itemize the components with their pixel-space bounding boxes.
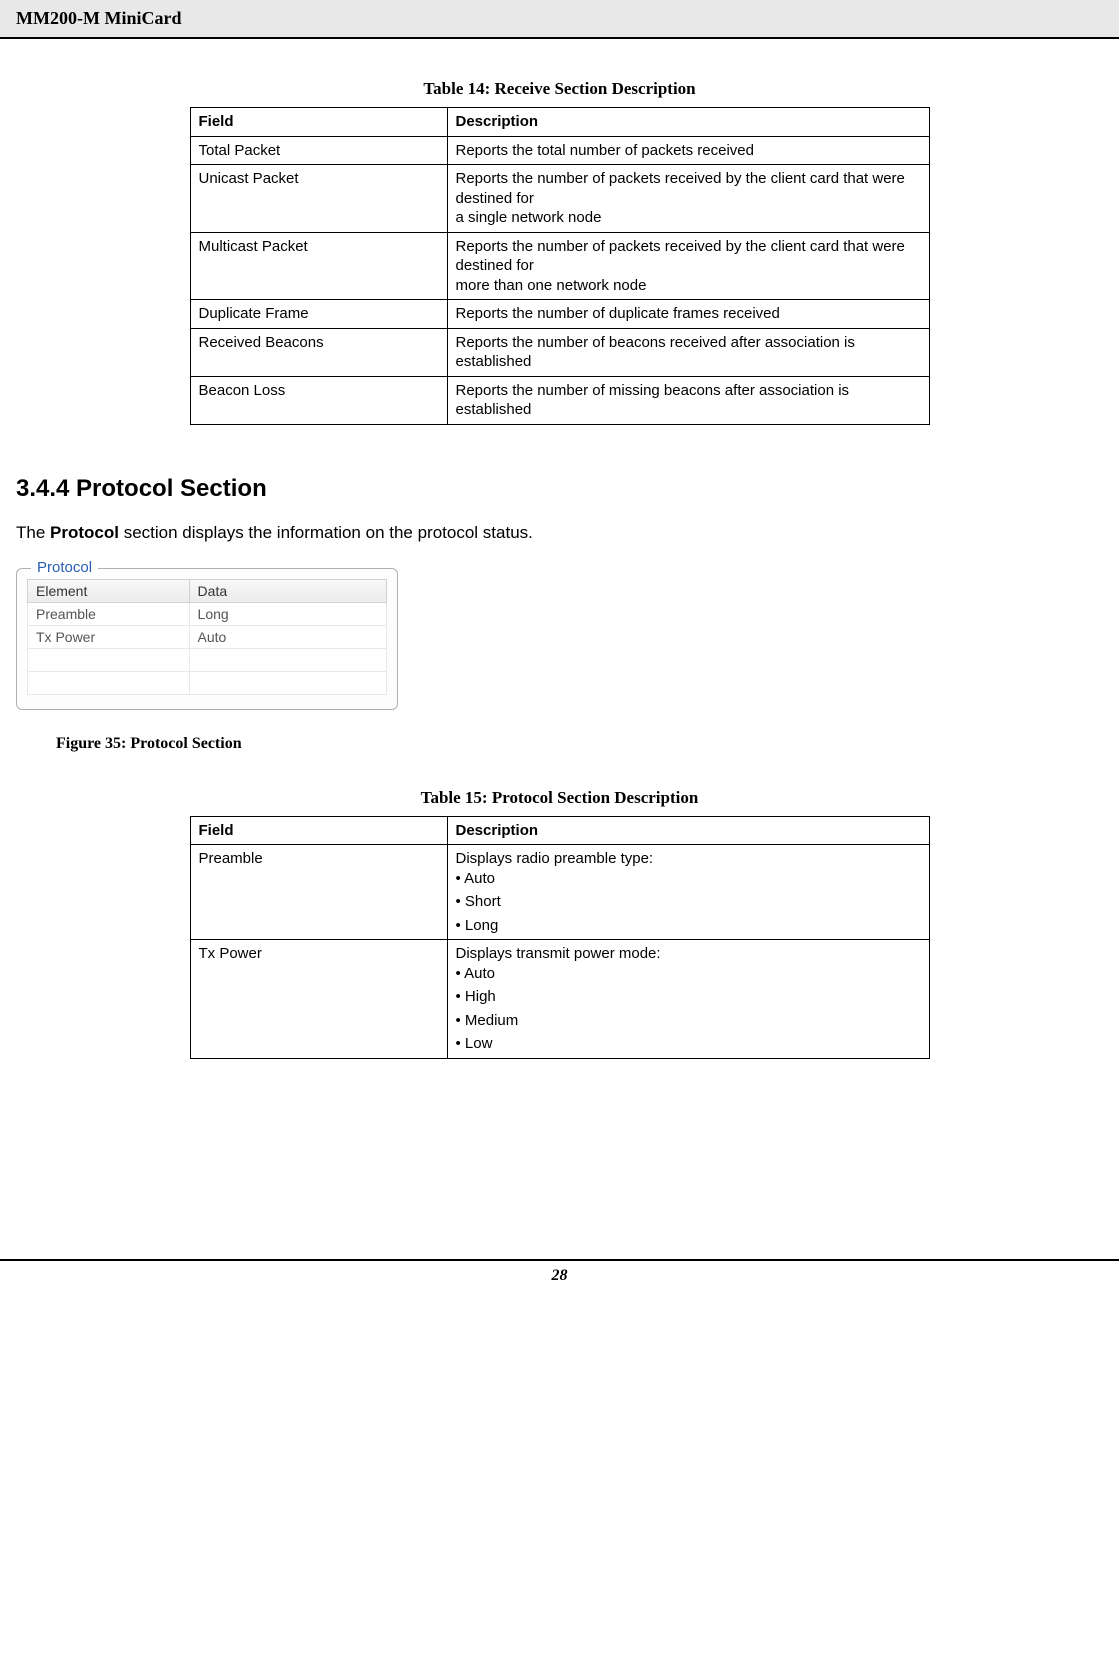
table-row: Beacon Loss Reports the number of missin… (190, 376, 929, 424)
bullet-text: Auto (464, 870, 495, 887)
cell-desc: Reports the number of packets received b… (447, 165, 929, 233)
cell-field: Total Packet (190, 136, 447, 165)
cell-field: Received Beacons (190, 328, 447, 376)
section-text: The Protocol section displays the inform… (16, 523, 1103, 543)
cell-desc: Reports the number of missing beacons af… (447, 376, 929, 424)
bullet: • Auto (456, 869, 921, 889)
protocol-col-element: Element (28, 579, 190, 602)
cell-desc: Reports the number of packets received b… (447, 232, 929, 300)
bullet-text: Medium (465, 1012, 518, 1029)
table15-header-row: Field Description (190, 816, 929, 845)
cell-desc: Displays radio preamble type: • Auto • S… (447, 845, 929, 940)
protocol-panel: Protocol Element Data Preamble Long Tx P… (16, 568, 398, 710)
table14-col-desc: Description (447, 108, 929, 137)
protocol-panel-title: Protocol (31, 559, 98, 576)
cell-field: Unicast Packet (190, 165, 447, 233)
table-row: Total Packet Reports the total number of… (190, 136, 929, 165)
bullet: • Short (456, 892, 921, 912)
cell-element: Tx Power (28, 625, 190, 648)
bullet-text: High (465, 988, 496, 1005)
section-text-bold: Protocol (50, 523, 119, 542)
cell-element: Preamble (28, 602, 190, 625)
desc-intro: Displays radio preamble type: (456, 849, 921, 869)
cell-field: Beacon Loss (190, 376, 447, 424)
cell-desc: Reports the number of duplicate frames r… (447, 300, 929, 329)
table-row: Preamble Displays radio preamble type: •… (190, 845, 929, 940)
cell-desc: Reports the number of beacons received a… (447, 328, 929, 376)
bullet: • Low (456, 1034, 921, 1054)
table-row: Preamble Long (28, 602, 387, 625)
table14-header-row: Field Description (190, 108, 929, 137)
cell-desc: Displays transmit power mode: • Auto • H… (447, 940, 929, 1059)
table15-col-field: Field (190, 816, 447, 845)
table14: Field Description Total Packet Reports t… (190, 107, 930, 425)
bullet: • Medium (456, 1011, 921, 1031)
page-content: Table 14: Receive Section Description Fi… (0, 39, 1119, 1059)
cell-field: Tx Power (190, 940, 447, 1059)
cell-element (28, 671, 190, 694)
bullet: • High (456, 987, 921, 1007)
table15-col-desc: Description (447, 816, 929, 845)
bullet-text: Auto (464, 965, 495, 982)
table-row (28, 648, 387, 671)
bullet: • Auto (456, 964, 921, 984)
bullet-text: Low (465, 1035, 493, 1052)
protocol-col-data: Data (189, 579, 386, 602)
figure35-caption: Figure 35: Protocol Section (56, 735, 1103, 753)
protocol-table: Element Data Preamble Long Tx Power Auto (27, 579, 387, 695)
table-row: Tx Power Auto (28, 625, 387, 648)
table15: Field Description Preamble Displays radi… (190, 816, 930, 1059)
bullet: • Long (456, 916, 921, 936)
table-row (28, 671, 387, 694)
table-row: Tx Power Displays transmit power mode: •… (190, 940, 929, 1059)
bullet-text: Short (465, 893, 501, 910)
header-title: MM200-M MiniCard (16, 8, 181, 28)
page-header: MM200-M MiniCard (0, 0, 1119, 39)
cell-field: Preamble (190, 845, 447, 940)
table14-col-field: Field (190, 108, 447, 137)
page-number: 28 (552, 1267, 568, 1284)
table15-caption: Table 15: Protocol Section Description (16, 788, 1103, 808)
cell-data (189, 648, 386, 671)
page-footer: 28 (0, 1259, 1119, 1291)
section-heading: 3.4.4 Protocol Section (16, 475, 1103, 503)
table-row: Duplicate Frame Reports the number of du… (190, 300, 929, 329)
cell-data: Long (189, 602, 386, 625)
protocol-header-row: Element Data (28, 579, 387, 602)
table14-caption: Table 14: Receive Section Description (16, 79, 1103, 99)
section-text-prefix: The (16, 523, 50, 542)
desc-intro: Displays transmit power mode: (456, 944, 921, 964)
cell-field: Duplicate Frame (190, 300, 447, 329)
cell-data (189, 671, 386, 694)
cell-field: Multicast Packet (190, 232, 447, 300)
cell-desc: Reports the total number of packets rece… (447, 136, 929, 165)
cell-element (28, 648, 190, 671)
table-row: Multicast Packet Reports the number of p… (190, 232, 929, 300)
table-row: Received Beacons Reports the number of b… (190, 328, 929, 376)
section-text-suffix: section displays the information on the … (119, 523, 533, 542)
table-row: Unicast Packet Reports the number of pac… (190, 165, 929, 233)
cell-data: Auto (189, 625, 386, 648)
bullet-text: Long (465, 917, 498, 934)
